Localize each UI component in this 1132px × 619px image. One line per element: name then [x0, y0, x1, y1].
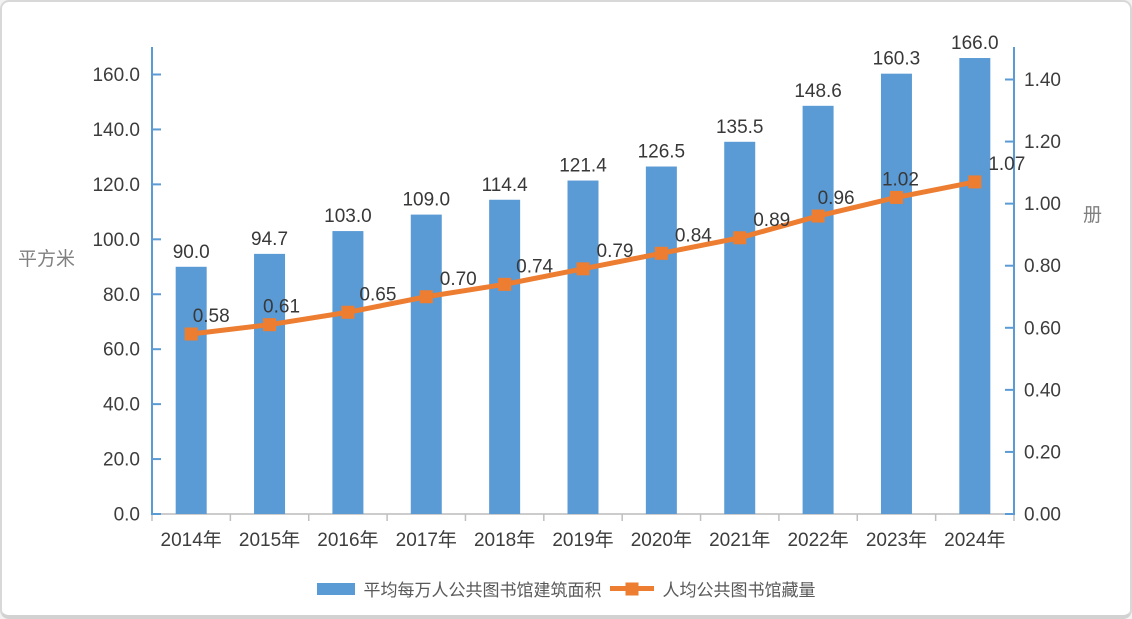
bar [645, 166, 677, 514]
line-series-swatch-icon [609, 582, 654, 595]
line-series-marker-icon [625, 582, 638, 595]
line-value-label: 1.02 [882, 169, 919, 190]
category-label: 2021年 [709, 529, 770, 551]
left-axis-tick-label: 80.0 [103, 285, 140, 306]
bar [802, 105, 834, 514]
line-marker [733, 231, 747, 245]
left-axis-tick-label: 140.0 [92, 120, 140, 141]
line-marker [889, 190, 903, 204]
left-axis-tick-label: 40.0 [103, 395, 140, 416]
line-marker [419, 290, 433, 304]
left-axis-tick-label: 0.0 [114, 505, 140, 526]
bar-value-label: 121.4 [559, 156, 607, 177]
bar [332, 231, 364, 514]
bar-value-label: 109.0 [402, 190, 450, 211]
line-marker [498, 277, 512, 291]
category-label: 2018年 [474, 529, 535, 551]
bar-value-label: 103.0 [324, 206, 372, 227]
bar [724, 141, 756, 514]
line-value-label: 1.07 [988, 154, 1025, 175]
left-axis-tick-label: 120.0 [92, 175, 140, 196]
bar-value-label: 90.0 [173, 242, 210, 263]
line-value-label: 0.74 [516, 256, 553, 277]
category-label: 2017年 [396, 529, 457, 551]
right-axis-tick-label: 0.40 [1024, 380, 1061, 401]
bar [959, 58, 991, 515]
bar-series-legend-label: 平均每万人公共图书馆建筑面积 [363, 581, 602, 600]
right-axis-tick-label: 0.80 [1024, 256, 1061, 277]
right-axis-title: 册 [1083, 205, 1103, 226]
bar-value-label: 94.7 [251, 229, 288, 250]
line-value-label: 0.96 [818, 188, 855, 209]
line-value-label: 0.70 [440, 269, 477, 290]
category-label: 2016年 [317, 529, 378, 551]
bar [567, 180, 599, 515]
bar [880, 73, 912, 514]
right-axis-tick-label: 0.20 [1024, 442, 1061, 463]
bar-value-label: 160.3 [873, 49, 921, 70]
category-label: 2020年 [631, 529, 692, 551]
category-label: 2019年 [552, 529, 613, 551]
left-axis-tick-label: 160.0 [92, 65, 140, 86]
line-marker [576, 262, 590, 276]
bar [254, 253, 286, 514]
line-marker [341, 305, 355, 319]
line-value-label: 0.58 [193, 306, 230, 327]
line-series-legend-label: 人均公共图书馆藏量 [662, 581, 816, 600]
bar-value-label: 114.4 [482, 175, 529, 196]
category-label: 2023年 [866, 529, 927, 551]
line-marker [968, 175, 982, 189]
right-axis-tick-label: 0.00 [1024, 505, 1061, 526]
bar-series-swatch-icon [316, 582, 355, 595]
bar [410, 214, 442, 514]
category-label: 2014年 [161, 529, 222, 551]
bar-value-label: 166.0 [951, 33, 999, 54]
bar [489, 199, 521, 514]
bar-value-label: 126.5 [638, 142, 686, 163]
left-axis-tick-label: 20.0 [103, 450, 140, 471]
line-value-label: 0.89 [753, 210, 790, 231]
legend: 平均每万人公共图书馆建筑面积 人均公共图书馆藏量 [2, 576, 1130, 601]
right-axis-tick-label: 0.60 [1024, 318, 1061, 339]
left-axis-title: 平方米 [18, 249, 76, 270]
bar-value-label: 135.5 [716, 117, 764, 138]
category-label: 2022年 [787, 529, 848, 551]
bar-value-label: 148.6 [794, 81, 842, 102]
line-marker [184, 327, 198, 341]
line-value-label: 0.65 [359, 284, 396, 305]
right-axis-tick-label: 1.20 [1024, 132, 1061, 153]
right-axis-tick-label: 1.00 [1024, 194, 1061, 215]
line-marker [654, 246, 668, 260]
bar [175, 266, 207, 514]
line-marker [811, 209, 825, 223]
left-axis-tick-label: 60.0 [103, 340, 140, 361]
right-axis-tick-label: 1.40 [1024, 70, 1061, 91]
line-value-label: 0.79 [597, 241, 634, 262]
category-label: 2015年 [239, 529, 300, 551]
legend-item-bar-series: 平均每万人公共图书馆建筑面积 [316, 576, 602, 601]
legend-item-line-series: 人均公共图书馆藏量 [609, 576, 816, 601]
line-value-label: 0.84 [675, 225, 712, 246]
left-axis-tick-label: 100.0 [92, 230, 140, 251]
category-label: 2024年 [944, 529, 1005, 551]
line-value-label: 0.61 [263, 297, 300, 318]
line-marker [263, 318, 277, 332]
